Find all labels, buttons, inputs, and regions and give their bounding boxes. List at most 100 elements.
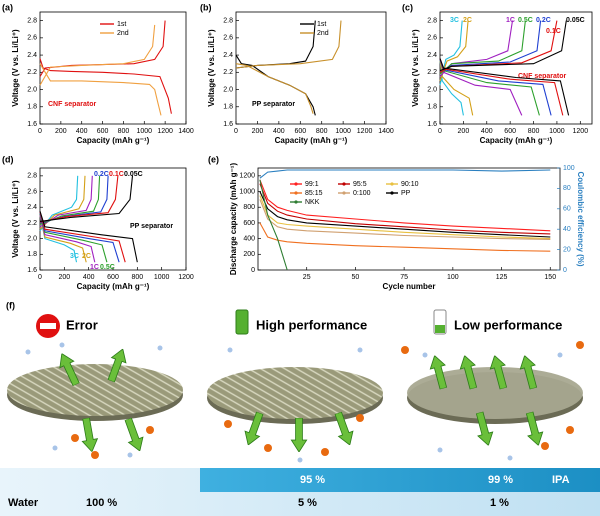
y-tick-label: 2.8: [427, 17, 437, 24]
x-tick-label: 200: [58, 274, 70, 281]
state-title: Error: [66, 317, 98, 332]
membrane-disc: [207, 367, 383, 419]
series-line: [439, 20, 523, 116]
y-tick-label: 2.6: [27, 188, 37, 195]
legend-marker: [342, 191, 346, 195]
x-tick-label: 75: [400, 274, 408, 281]
y-axis-label: Voltage (V vs. Li/Li⁺): [207, 29, 216, 107]
series-line: [39, 20, 172, 114]
ipa-molecules: [71, 341, 584, 459]
series-label: 0.2C: [536, 17, 551, 24]
legend-label: 0:100: [353, 190, 371, 197]
y-tick-label: 2.4: [223, 52, 233, 59]
series-label: 3C: [450, 17, 459, 24]
x-tick-label: 600: [504, 128, 516, 135]
battery-full: [235, 309, 249, 335]
annotation: CNF separator: [48, 101, 97, 108]
x-tick-label: 1400: [178, 128, 194, 135]
panel-label: (c): [402, 2, 413, 12]
ipa-label: IPA: [552, 474, 570, 486]
series-label: 0.1C: [109, 171, 124, 178]
y2-tick-label: 60: [563, 206, 571, 213]
y-tick-label: 2.6: [223, 35, 233, 42]
annotation: PP separator: [252, 101, 295, 108]
series-line: [259, 222, 551, 252]
y-tick-label: 2.0: [27, 235, 37, 242]
legend-marker: [390, 191, 394, 195]
series-label: 0.1C: [546, 28, 561, 35]
x-tick-label: 600: [294, 128, 306, 135]
series-line: [259, 179, 288, 271]
legend-marker: [390, 182, 394, 186]
y-tick-label: 2.8: [27, 173, 37, 180]
series-line: [39, 24, 162, 116]
x-tick-label: 50: [352, 274, 360, 281]
series-line: [439, 20, 570, 116]
panel-label: (a): [2, 2, 13, 12]
y2-tick-label: 100: [563, 165, 575, 172]
water-percent: 1 %: [490, 497, 509, 509]
water-label: Water: [8, 497, 39, 509]
series-label: 0.2C: [94, 171, 109, 178]
arrow: [78, 416, 100, 454]
x-tick-label: 800: [118, 128, 130, 135]
x-tick-label: 1200: [357, 128, 373, 135]
x-tick-label: 400: [76, 128, 88, 135]
panel-label: (d): [2, 154, 14, 164]
series-label: 0.5C: [100, 264, 115, 271]
y-tick-label: 2.2: [27, 69, 37, 76]
annotation: CNF separator: [518, 73, 567, 80]
water-percent: 100 %: [86, 497, 117, 509]
y-tick-label: 800: [243, 204, 255, 211]
x-tick-label: 600: [107, 274, 119, 281]
y-axis-label: Voltage (V vs. Li/Li⁺): [11, 180, 20, 258]
series-line: [259, 191, 551, 238]
x-tick-label: 200: [55, 128, 67, 135]
y-tick-label: 1000: [239, 188, 255, 195]
state-title: Low performance: [454, 317, 562, 332]
y-axis-label: Voltage (V vs. Li/Li⁺): [11, 29, 20, 107]
x-tick-label: 200: [458, 128, 470, 135]
y-tick-label: 600: [243, 220, 255, 227]
water-percent: 5 %: [298, 497, 317, 509]
x-tick-label: 800: [131, 274, 143, 281]
x-tick-label: 1000: [136, 128, 152, 135]
x-tick-label: 0: [38, 274, 42, 281]
series-line: [259, 195, 551, 240]
x-axis-label: Capacity (mAh g⁻¹): [77, 136, 150, 145]
series-line: [235, 20, 342, 114]
legend-label: 99:1: [305, 181, 319, 188]
y-tick-label: 400: [243, 235, 255, 242]
y-tick-label: 1.6: [27, 267, 37, 274]
x-tick-label: 25: [303, 274, 311, 281]
y-tick-label: 200: [243, 251, 255, 258]
water-molecules: [25, 342, 563, 463]
x-tick-label: 0: [38, 128, 42, 135]
y-tick-label: 2.4: [27, 204, 37, 211]
x-tick-label: 150: [544, 274, 556, 281]
y-axis-label: Discharge capacity (mAh g⁻¹): [229, 163, 238, 276]
x-tick-label: 800: [528, 128, 540, 135]
battery-level: [435, 325, 445, 333]
y-tick-label: 2.6: [27, 35, 37, 42]
legend-label: NKK: [305, 199, 320, 206]
series-line: [259, 199, 551, 240]
ipa-band: [200, 468, 600, 492]
x-tick-label: 125: [496, 274, 508, 281]
y-tick-label: 2.4: [27, 52, 37, 59]
x-axis-label: Capacity (mAh g⁻¹): [77, 282, 150, 291]
legend-label: 85:15: [305, 190, 323, 197]
legend-label: 2nd: [317, 30, 329, 37]
x-tick-label: 600: [97, 128, 109, 135]
y-tick-label: 2.0: [427, 86, 437, 93]
plot-frame: [439, 11, 593, 125]
plot-frame: [257, 167, 561, 271]
x-tick-label: 400: [83, 274, 95, 281]
ipa-percent: 99 %: [488, 474, 513, 486]
x-tick-label: 1400: [378, 128, 394, 135]
y-tick-label: 1.8: [27, 251, 37, 258]
x-tick-label: 1000: [335, 128, 351, 135]
legend-marker: [294, 182, 298, 186]
y-tick-label: 1200: [239, 173, 255, 180]
charts: (a)1.61.82.02.22.42.62.80 200 400 600 800 100…: [2, 2, 593, 291]
